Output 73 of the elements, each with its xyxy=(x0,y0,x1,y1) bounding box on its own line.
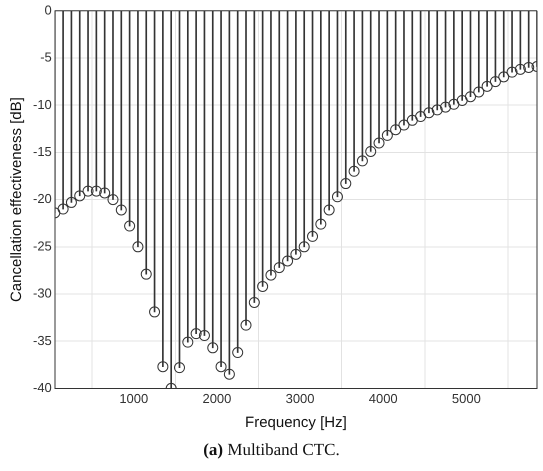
point xyxy=(190,328,202,340)
point xyxy=(298,241,310,252)
y-tick-label: -40 xyxy=(32,380,52,395)
point xyxy=(506,66,518,78)
point xyxy=(265,270,276,281)
point xyxy=(290,248,302,260)
point xyxy=(274,262,285,274)
point xyxy=(315,218,326,230)
point xyxy=(406,114,418,126)
point xyxy=(390,124,402,136)
y-tick-label: -30 xyxy=(32,286,52,301)
point xyxy=(74,190,86,202)
point xyxy=(207,342,218,354)
y-tick-label: -5 xyxy=(40,50,52,65)
y-tick-label: -20 xyxy=(32,191,52,206)
point xyxy=(423,107,434,118)
y-tick-label: -15 xyxy=(32,144,52,159)
point xyxy=(498,71,510,82)
y-tick-label: -10 xyxy=(32,96,52,112)
point xyxy=(116,204,127,216)
point xyxy=(257,280,268,292)
point xyxy=(382,130,393,141)
y-axis-title: Cancellation effectiveness [dB] xyxy=(8,97,26,302)
y-tick-label: 0 xyxy=(44,2,52,18)
point xyxy=(66,196,77,208)
point xyxy=(140,268,152,280)
point xyxy=(149,306,160,318)
point xyxy=(282,255,294,266)
point xyxy=(82,186,94,197)
point xyxy=(482,80,493,92)
point xyxy=(224,368,235,380)
point xyxy=(99,187,110,198)
point xyxy=(307,230,318,242)
point xyxy=(124,220,136,232)
point xyxy=(490,76,501,88)
point xyxy=(240,320,252,331)
point xyxy=(514,64,526,75)
point xyxy=(332,191,343,202)
point xyxy=(174,362,185,374)
point xyxy=(216,361,227,372)
point xyxy=(440,102,452,113)
point xyxy=(340,178,352,190)
point xyxy=(365,146,376,157)
point xyxy=(448,98,460,110)
x-tick-label: 5000 xyxy=(452,390,481,406)
x-tick-label: 1000 xyxy=(119,390,148,406)
point xyxy=(374,137,385,148)
point xyxy=(324,204,335,216)
point xyxy=(248,296,260,308)
point xyxy=(398,120,410,131)
point xyxy=(198,330,210,342)
text: (a) Multiband CTC. xyxy=(202,440,341,460)
point xyxy=(132,241,144,252)
point xyxy=(90,186,102,197)
point xyxy=(432,104,443,116)
point xyxy=(464,91,476,102)
y-tick-label: -25 xyxy=(32,238,52,254)
point xyxy=(58,204,69,215)
point xyxy=(473,86,484,98)
x-tick-label: 4000 xyxy=(368,390,398,406)
point xyxy=(356,155,368,166)
point xyxy=(157,361,168,372)
point xyxy=(107,194,118,206)
point xyxy=(456,94,468,106)
point xyxy=(523,62,534,73)
point xyxy=(182,336,194,348)
x-axis-title: Frequency [Hz] xyxy=(245,414,347,432)
x-tick-label: 2000 xyxy=(202,390,232,406)
x-tick-label: 3000 xyxy=(286,390,315,406)
point xyxy=(348,166,360,177)
point xyxy=(232,347,244,358)
point xyxy=(415,111,426,122)
y-tick-label: -35 xyxy=(32,332,52,348)
